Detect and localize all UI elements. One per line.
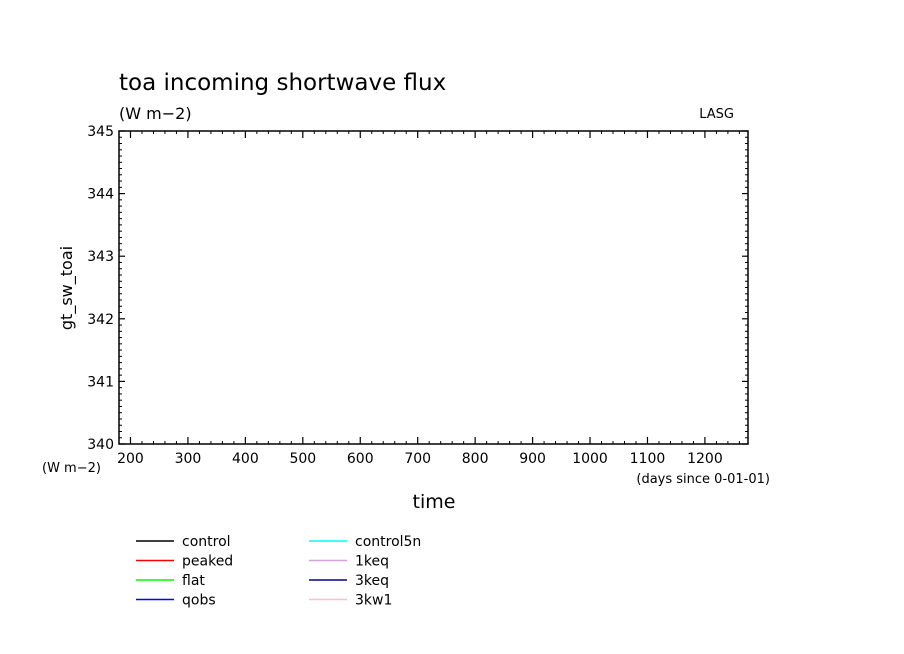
chart-credit: LASG — [699, 107, 734, 122]
y-tick-label: 341 — [87, 374, 114, 390]
legend-label-flat: flat — [182, 573, 205, 589]
y-tick-label: 344 — [87, 187, 114, 203]
x-tick-label: 300 — [175, 451, 202, 467]
axes: 340 341 342 343 344 345 200 300 400 500 600 700 800 9… — [87, 124, 749, 467]
x-tick-label: 600 — [347, 451, 374, 467]
legend-label-3kw1: 3kw1 — [355, 593, 392, 609]
y-unit-label: (W m−2) — [42, 461, 101, 476]
legend-label-qobs: qobs — [182, 593, 216, 609]
x-tick-label: 400 — [232, 451, 259, 467]
x-tick-label: 1200 — [687, 451, 723, 467]
x-tick-label: 800 — [462, 451, 489, 467]
x-tick-label: 200 — [117, 451, 144, 467]
chart-title: toa incoming shortwave flux — [119, 70, 446, 96]
legend-label-3keq: 3keq — [355, 573, 389, 589]
x-tick-label: 500 — [289, 451, 316, 467]
legend-label-peaked: peaked — [182, 554, 233, 570]
y-tick-label: 342 — [87, 312, 114, 328]
y-tick-label: 343 — [87, 249, 114, 265]
x-unit-label: (days since 0-01-01) — [636, 472, 770, 487]
plot-frame — [118, 130, 749, 445]
x-axis-title: time — [413, 491, 456, 513]
x-tick-label: 900 — [519, 451, 546, 467]
legend: control peaked flat qobs control5n 1keq 3keq 3k… — [136, 534, 421, 609]
x-tick-label: 700 — [404, 451, 431, 467]
y-axis-title: gt_sw_toai — [57, 246, 77, 330]
legend-label-control5n: control5n — [355, 534, 421, 550]
x-tick-label: 1100 — [630, 451, 666, 467]
legend-label-control: control — [182, 534, 231, 550]
y-tick-label: 340 — [87, 437, 114, 453]
legend-label-1keq: 1keq — [355, 554, 389, 570]
x-tick-label: 1000 — [572, 451, 608, 467]
y-tick-label: 345 — [87, 124, 114, 140]
chart-subtitle: (W m−2) — [119, 104, 192, 123]
